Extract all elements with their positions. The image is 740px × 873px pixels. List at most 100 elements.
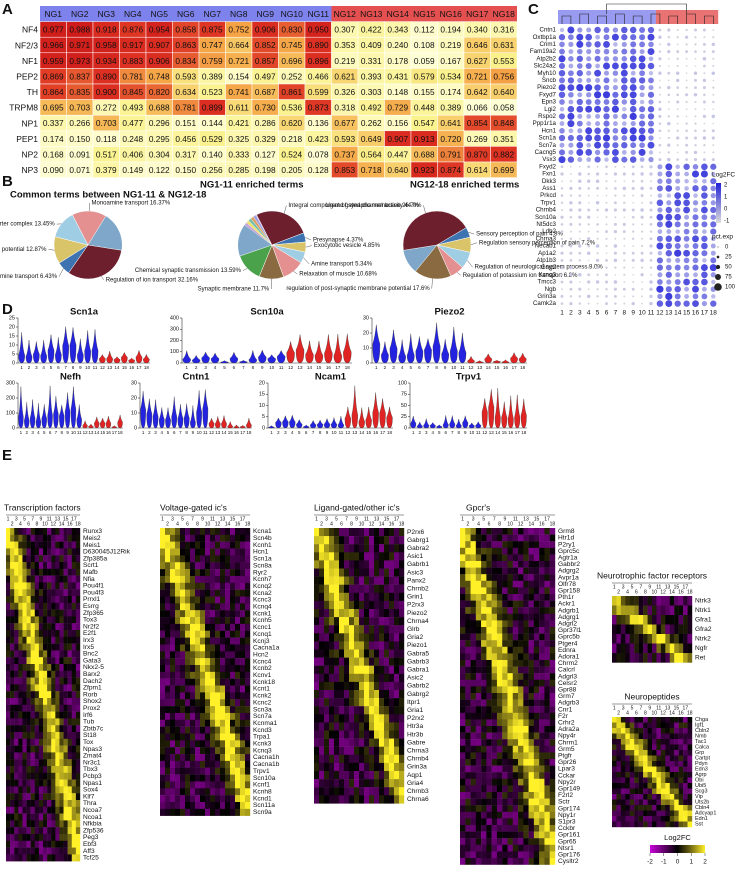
heatmap-cell	[10, 800, 15, 807]
heatmap-cell	[200, 623, 206, 631]
heatmap-cell	[507, 613, 513, 621]
heatmap-cell	[481, 818, 487, 826]
heatmap-cell	[384, 795, 390, 804]
x-tick-label: 1	[161, 516, 164, 522]
heatmap-cell	[205, 781, 211, 789]
gene-label: Gpr174	[558, 805, 580, 812]
expression-dot	[647, 33, 655, 41]
heatmap-cell	[354, 552, 360, 561]
expression-dot	[632, 266, 635, 269]
heatmap-cell	[220, 623, 226, 631]
heatmap-cell	[170, 802, 176, 810]
heatmap-cell	[496, 818, 503, 826]
heatmap-cell	[339, 673, 345, 683]
gene-label: Kcnq3	[253, 747, 272, 754]
cell-value: 0.286	[255, 118, 276, 128]
heatmap-cell	[38, 575, 44, 583]
heatmap-cell	[533, 719, 540, 727]
heatmap-cell	[170, 548, 176, 556]
heatmap-cell	[215, 541, 221, 549]
heatmap-cell	[539, 811, 545, 819]
heatmap-cell	[75, 616, 81, 624]
heatmap-cell	[43, 664, 48, 671]
heatmap-cell	[486, 561, 492, 568]
heatmap-cell	[6, 827, 11, 835]
gene-label: Ncoa7	[83, 807, 102, 814]
expression-dot	[638, 77, 646, 84]
heatmap-cell	[523, 686, 529, 694]
heatmap-cell	[59, 589, 64, 597]
violin	[379, 398, 386, 429]
heatmap-cell	[10, 854, 15, 862]
heatmap-cell	[319, 738, 325, 747]
heatmap-cell	[364, 714, 370, 723]
heatmap-cell	[170, 528, 176, 536]
heatmap-cell	[200, 569, 206, 577]
expression-dot	[603, 62, 610, 70]
heatmap-cell	[496, 686, 503, 694]
heatmap-cell	[349, 771, 355, 780]
expression-dot	[712, 57, 715, 60]
cell-value: 0.756	[493, 71, 514, 81]
gene-label: Kcnh8	[253, 788, 272, 795]
expression-dot	[568, 49, 574, 55]
expression-dot	[693, 193, 698, 198]
expression-dot	[612, 56, 619, 62]
expression-dot	[676, 28, 679, 32]
heatmap-cell	[481, 732, 487, 740]
heatmap-cell	[34, 616, 40, 624]
row-header: NP2	[21, 149, 38, 159]
expression-dot	[685, 50, 689, 54]
x-tick-label: 4	[37, 430, 40, 435]
violin	[436, 424, 443, 429]
heatmap-cell	[460, 600, 466, 608]
heatmap-cell	[533, 798, 540, 806]
heatmap-cell	[324, 576, 330, 585]
heatmap-cell	[230, 678, 236, 686]
violin	[351, 385, 358, 429]
heatmap-cell	[225, 548, 231, 556]
heatmap-cell	[22, 609, 27, 617]
heatmap-cell	[486, 534, 492, 542]
heatmap-cell	[399, 528, 405, 537]
expression-dot	[657, 193, 663, 198]
heatmap-cell	[549, 772, 556, 779]
heatmap-cell	[384, 633, 390, 642]
expression-dot	[674, 293, 681, 300]
heatmap-cell	[71, 589, 77, 597]
heatmap-cell	[14, 630, 19, 637]
expression-dot	[666, 257, 672, 263]
heatmap-cell	[344, 617, 350, 626]
gene-label: Ebf3	[83, 841, 97, 848]
heatmap-cell	[374, 690, 380, 699]
x-tick-label: 4	[214, 365, 217, 370]
heatmap-cell	[170, 754, 176, 762]
heatmap-cell	[34, 623, 40, 631]
heatmap-cell	[460, 818, 466, 826]
heatmap-cell	[394, 600, 400, 610]
heatmap-cell	[47, 602, 52, 610]
violin	[62, 326, 69, 364]
heatmap-cell	[220, 637, 226, 645]
expression-dot	[702, 28, 706, 32]
heatmap-cell	[160, 665, 166, 673]
gene-label: Ryr2	[253, 569, 267, 576]
heatmap-cell	[51, 555, 56, 563]
heatmap-cell	[394, 771, 400, 780]
expression-dot	[694, 28, 697, 32]
violin	[501, 401, 508, 429]
heatmap-cell	[502, 706, 508, 713]
heatmap-cell	[465, 554, 471, 562]
heatmap-cell	[349, 779, 355, 788]
expression-dot	[667, 129, 670, 132]
heatmap-cell	[470, 554, 477, 562]
heatmap-cell	[235, 754, 241, 762]
heatmap-cell	[71, 725, 77, 733]
heatmap-cell	[399, 746, 405, 755]
heatmap-cell	[190, 665, 196, 673]
heatmap-cell	[43, 623, 48, 631]
heatmap-cell	[533, 726, 540, 733]
expression-dot	[710, 243, 716, 249]
heatmap-cell	[195, 658, 201, 666]
expression-dot	[658, 158, 662, 162]
